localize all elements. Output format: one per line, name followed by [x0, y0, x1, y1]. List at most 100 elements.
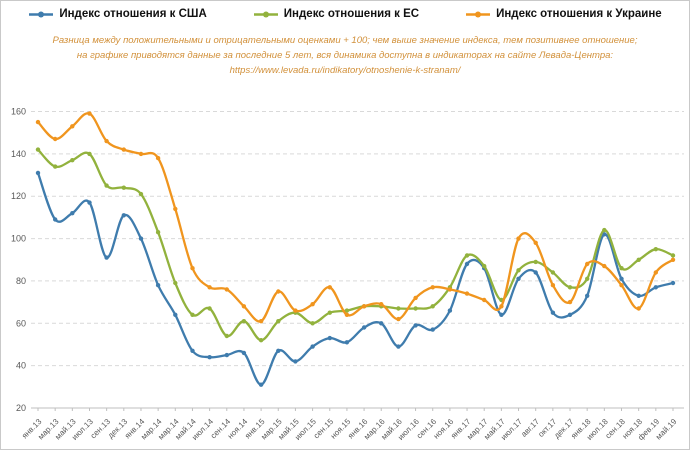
data-point: [396, 344, 401, 349]
line-marker-icon: [253, 11, 278, 17]
data-point: [533, 259, 538, 265]
data-point: [619, 266, 624, 271]
data-point: [155, 230, 161, 235]
data-point: [310, 344, 315, 349]
data-point: [35, 119, 41, 125]
line-marker-icon: [29, 11, 54, 17]
y-tick-label: 40: [16, 361, 26, 371]
data-point: [361, 304, 367, 309]
subtitle-line-3: https://www.levada.ru/indikatory/otnoshe…: [229, 65, 461, 76]
data-point: [619, 283, 624, 288]
data-point: [413, 295, 418, 301]
data-point: [396, 306, 401, 311]
data-point: [585, 261, 590, 267]
data-point: [533, 270, 538, 275]
data-point: [276, 348, 281, 353]
data-point: [138, 236, 144, 241]
data-point: [653, 285, 658, 290]
data-point: [207, 306, 212, 311]
data-point: [379, 302, 384, 307]
data-point: [258, 319, 264, 324]
data-point: [104, 183, 109, 188]
data-point: [430, 304, 435, 309]
data-point: [121, 185, 127, 190]
y-tick-label: 60: [16, 318, 26, 328]
data-point: [276, 319, 281, 324]
data-point: [190, 266, 195, 271]
data-point: [344, 308, 350, 313]
data-point: [636, 306, 641, 311]
data-point: [670, 280, 676, 286]
data-point: [224, 352, 229, 358]
data-point: [447, 308, 453, 313]
data-point: [550, 283, 556, 288]
data-point: [104, 255, 109, 260]
legend-label-usa: Индекс отношения к США: [59, 8, 207, 20]
y-tick-label: 80: [16, 276, 26, 286]
legend-item-eu: Индекс отношения к ЕС: [253, 8, 419, 20]
data-point: [293, 308, 298, 313]
legend-item-ukraine: Индекс отношения к Украине: [465, 8, 662, 20]
data-point: [155, 283, 161, 288]
data-point: [173, 206, 178, 212]
data-point: [327, 310, 332, 315]
data-point: [413, 323, 418, 328]
data-point: [87, 111, 92, 116]
y-tick-label: 20: [16, 403, 26, 413]
legend-label-eu: Индекс отношения к ЕС: [283, 8, 420, 20]
data-point: [602, 232, 607, 237]
data-point: [138, 151, 144, 157]
data-point: [327, 335, 332, 341]
data-point: [567, 312, 573, 317]
data-point: [293, 359, 298, 364]
data-point: [53, 217, 58, 222]
data-point: [636, 293, 641, 298]
data-point: [499, 304, 504, 309]
data-point: [516, 268, 521, 273]
y-tick-label: 120: [11, 191, 26, 201]
data-point: [224, 333, 229, 339]
legend-item-usa: Индекс отношения к США: [28, 8, 207, 20]
data-point: [602, 263, 607, 269]
data-point: [636, 257, 641, 262]
data-point: [379, 321, 384, 326]
data-point: [241, 304, 247, 309]
data-point: [567, 285, 573, 290]
data-point: [53, 164, 58, 169]
data-point: [310, 302, 315, 307]
data-point: [430, 285, 435, 290]
line-marker-icon: [466, 11, 491, 17]
data-point: [241, 319, 247, 324]
data-point: [447, 287, 453, 292]
data-point: [327, 285, 332, 290]
data-point: [482, 297, 487, 303]
subtitle-line-1: Разница между положительными и отрицател…: [52, 35, 638, 46]
data-point: [35, 170, 41, 176]
data-point: [464, 253, 470, 258]
data-point: [121, 147, 127, 152]
legend-label-ukraine: Индекс отношения к Украине: [496, 8, 662, 20]
data-point: [241, 350, 247, 356]
data-point: [138, 191, 144, 197]
data-point: [516, 236, 521, 241]
data-point: [499, 312, 504, 317]
data-point: [533, 240, 538, 245]
data-point: [464, 291, 470, 296]
data-point: [70, 124, 75, 129]
data-point: [516, 276, 521, 281]
y-tick-label: 160: [11, 107, 26, 117]
data-point: [258, 382, 264, 387]
data-point: [619, 276, 624, 281]
data-point: [670, 257, 676, 262]
chart-legend: Индекс отношения к США Индекс отношения …: [1, 8, 689, 20]
data-point: [310, 321, 315, 326]
data-point: [482, 263, 487, 269]
data-point: [361, 325, 367, 330]
data-point: [430, 327, 435, 332]
data-point: [121, 213, 127, 218]
data-point: [155, 155, 161, 161]
series-line-0: [36, 171, 675, 386]
data-point: [258, 338, 264, 343]
data-point: [173, 312, 178, 317]
